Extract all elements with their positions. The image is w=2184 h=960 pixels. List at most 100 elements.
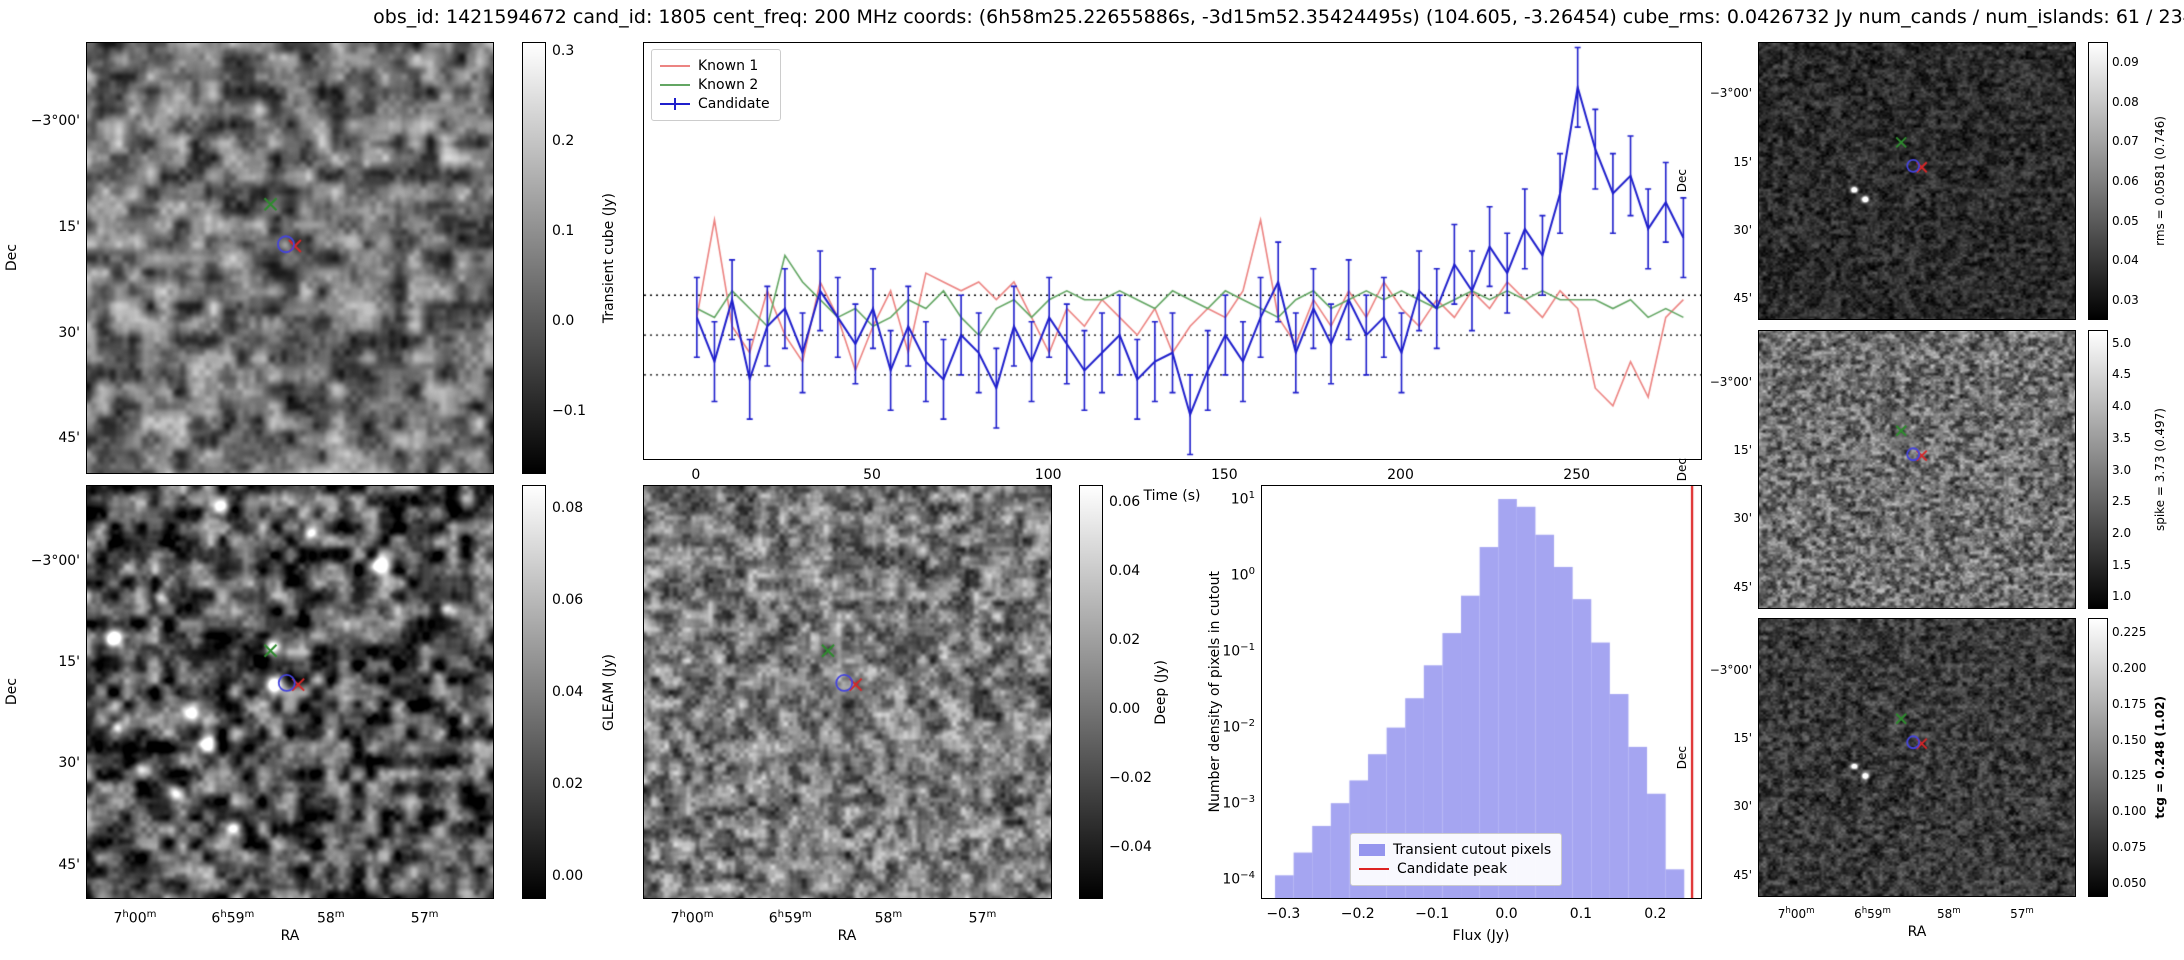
- legend-label: Known 2: [698, 77, 759, 93]
- colorbar-tick-label: 0.06: [552, 592, 584, 608]
- deep-panel: [643, 485, 1052, 899]
- flux-histogram-panel: [1261, 485, 1702, 899]
- colorbar-tick-label: 0.175: [2112, 696, 2147, 711]
- ra-tick-label: 58m: [874, 909, 903, 927]
- ra-axis-label: RA: [1907, 924, 1927, 940]
- transient-cube-panel: [86, 42, 494, 474]
- colorbar-tick-label: 0.050: [2112, 875, 2147, 890]
- deep-colorbar-label: Deep (Jy): [1153, 659, 1169, 725]
- ra-tick-label: 6h59m: [768, 909, 812, 927]
- dec-tick-label: −3°00': [30, 112, 80, 129]
- ra-tick-label: 57m: [2010, 906, 2034, 921]
- rms-image: [1759, 43, 2075, 319]
- time-axis-label: Time (s): [1143, 488, 1201, 504]
- legend-item: Candidate: [660, 96, 770, 112]
- colorbar-tick-label: −0.1: [552, 403, 586, 419]
- density-tick-label: 10−4: [1222, 870, 1255, 888]
- colorbar-tick-label: 1.0: [2112, 589, 2132, 604]
- dec-axis-label: Dec: [1674, 745, 1689, 770]
- time-tick-label: 150: [1210, 467, 1238, 483]
- ra-tick-label: 6h59m: [1854, 906, 1891, 921]
- legend-label: Known 1: [698, 58, 759, 74]
- colorbar-tick-label: 2.0: [2112, 525, 2132, 540]
- colorbar-tick-label: 0.075: [2112, 839, 2147, 854]
- dec-tick-label: 30': [58, 324, 80, 341]
- time-tick-label: 100: [1034, 467, 1062, 483]
- dec-tick-label: 15': [1733, 442, 1752, 457]
- colorbar-tick-label: 0.06: [2112, 174, 2139, 188]
- legend-patch-swatch: [1359, 844, 1385, 856]
- dec-axis-label: Dec: [1674, 457, 1689, 482]
- legend-line-swatch: [1359, 863, 1389, 875]
- dec-tick-label: 30': [1733, 799, 1752, 814]
- time-tick-label: 0: [691, 467, 701, 483]
- dec-tick-label: 15': [1733, 154, 1752, 169]
- gleam-colorbar: [522, 485, 546, 899]
- dec-tick-label: 45': [58, 856, 80, 873]
- deep-colorbar: [1079, 485, 1103, 899]
- gleam-image: [87, 486, 493, 898]
- flux-tick-label: −0.1: [1415, 906, 1450, 922]
- colorbar-tick-label: 0.200: [2112, 661, 2147, 676]
- density-tick-label: 101: [1230, 490, 1255, 509]
- colorbar-tick-label: 0.2: [552, 133, 575, 149]
- ra-tick-label: 58m: [316, 909, 345, 927]
- dec-tick-label: 45': [58, 430, 80, 447]
- colorbar-tick-label: −0.04: [1109, 839, 1152, 856]
- colorbar-tick-label: 3.0: [2112, 462, 2132, 477]
- dec-tick-label: 15': [58, 218, 80, 235]
- colorbar-tick-label: 0.09: [2112, 54, 2139, 69]
- figure-title: obs_id: 1421594672 cand_id: 1805 cent_fr…: [373, 6, 2184, 28]
- colorbar-tick-label: 0.04: [1109, 563, 1141, 580]
- colorbar-tick-label: 0.150: [2112, 732, 2147, 747]
- flux-tick-label: −0.2: [1340, 906, 1375, 922]
- legend-item: Known 1: [660, 58, 770, 74]
- lightcurve-panel: [643, 42, 1702, 460]
- dec-tick-label: 45': [1733, 867, 1752, 882]
- legend-item: Candidate peak: [1359, 861, 1551, 877]
- legend-line-swatch: [660, 79, 690, 91]
- density-tick-label: 10−2: [1222, 718, 1255, 736]
- colorbar-tick-label: 0.08: [552, 500, 584, 516]
- tcg-colorbar: [2088, 618, 2108, 897]
- flux-tick-label: 0.1: [1569, 906, 1593, 922]
- ra-tick-label: 7h00m: [670, 909, 714, 927]
- legend-item: Known 2: [660, 77, 770, 93]
- colorbar-tick-label: 0.1: [552, 223, 575, 239]
- tcg-colorbar-label: tcg = 0.248 (1.02): [2152, 696, 2167, 819]
- flux-tick-label: 0.0: [1495, 906, 1518, 922]
- gleam-panel: [86, 485, 494, 899]
- colorbar-tick-label: 0.125: [2112, 768, 2147, 783]
- time-tick-label: 200: [1387, 467, 1414, 483]
- ra-tick-label: 7h00m: [1777, 906, 1815, 921]
- colorbar-tick-label: 0.02: [552, 776, 584, 792]
- dec-tick-label: −3°00': [1709, 374, 1752, 389]
- colorbar-tick-label: 5.0: [2112, 335, 2132, 350]
- density-tick-label: 10−1: [1222, 642, 1255, 660]
- colorbar-tick-label: 0.100: [2112, 804, 2147, 819]
- dec-axis-label: Dec: [4, 244, 20, 272]
- colorbar-tick-label: 1.5: [2112, 557, 2132, 572]
- flux-histogram-plot: [1262, 486, 1701, 898]
- legend-line-swatch: [660, 60, 690, 72]
- colorbar-tick-label: 0.08: [2112, 94, 2139, 109]
- ra-tick-label: 57m: [968, 909, 997, 927]
- legend-label: Candidate peak: [1397, 861, 1508, 877]
- colorbar-tick-label: 0.02: [1109, 632, 1141, 649]
- legend-item: Transient cutout pixels: [1359, 842, 1551, 858]
- dec-tick-label: 30': [1733, 511, 1752, 526]
- colorbar-tick-label: 0.0: [552, 313, 575, 329]
- density-tick-label: 100: [1230, 566, 1255, 584]
- colorbar-tick-label: 0.225: [2112, 625, 2147, 640]
- deep-image: [644, 486, 1051, 898]
- colorbar-tick-label: 4.0: [2112, 399, 2132, 414]
- dec-axis-label: Dec: [4, 678, 20, 706]
- tcg-image: [1759, 619, 2075, 896]
- legend-line-swatch: [660, 98, 690, 110]
- legend-label: Transient cutout pixels: [1393, 842, 1552, 858]
- transient-cube-colorbar: [522, 42, 546, 474]
- ra-tick-label: 57m: [410, 909, 439, 927]
- dec-tick-label: −3°00': [1709, 662, 1752, 677]
- spike-colorbar: [2088, 330, 2108, 609]
